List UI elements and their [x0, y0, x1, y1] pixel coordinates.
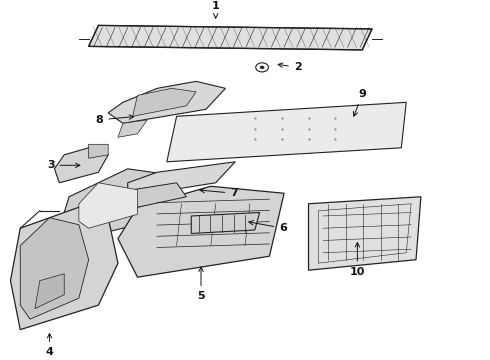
- Polygon shape: [108, 81, 225, 123]
- Polygon shape: [59, 169, 176, 239]
- Circle shape: [256, 63, 269, 72]
- Circle shape: [260, 66, 264, 69]
- Text: 7: 7: [200, 188, 238, 198]
- Text: 4: 4: [46, 333, 53, 357]
- Text: 9: 9: [353, 89, 366, 116]
- Polygon shape: [89, 26, 372, 50]
- Text: 8: 8: [96, 115, 134, 125]
- Polygon shape: [133, 88, 196, 116]
- Polygon shape: [118, 186, 284, 277]
- Text: 3: 3: [47, 160, 80, 170]
- Text: 10: 10: [350, 243, 365, 277]
- Polygon shape: [133, 183, 186, 207]
- Text: 1: 1: [212, 1, 220, 18]
- Polygon shape: [10, 207, 118, 330]
- Text: 5: 5: [197, 267, 205, 301]
- Polygon shape: [309, 197, 421, 270]
- Polygon shape: [118, 120, 147, 137]
- Polygon shape: [128, 162, 235, 197]
- Polygon shape: [89, 144, 108, 158]
- Polygon shape: [54, 148, 108, 183]
- Text: 6: 6: [249, 221, 287, 233]
- Polygon shape: [79, 183, 138, 228]
- Polygon shape: [167, 102, 406, 162]
- Polygon shape: [20, 218, 89, 319]
- Polygon shape: [191, 212, 260, 234]
- Polygon shape: [35, 274, 64, 309]
- Text: 2: 2: [278, 62, 302, 72]
